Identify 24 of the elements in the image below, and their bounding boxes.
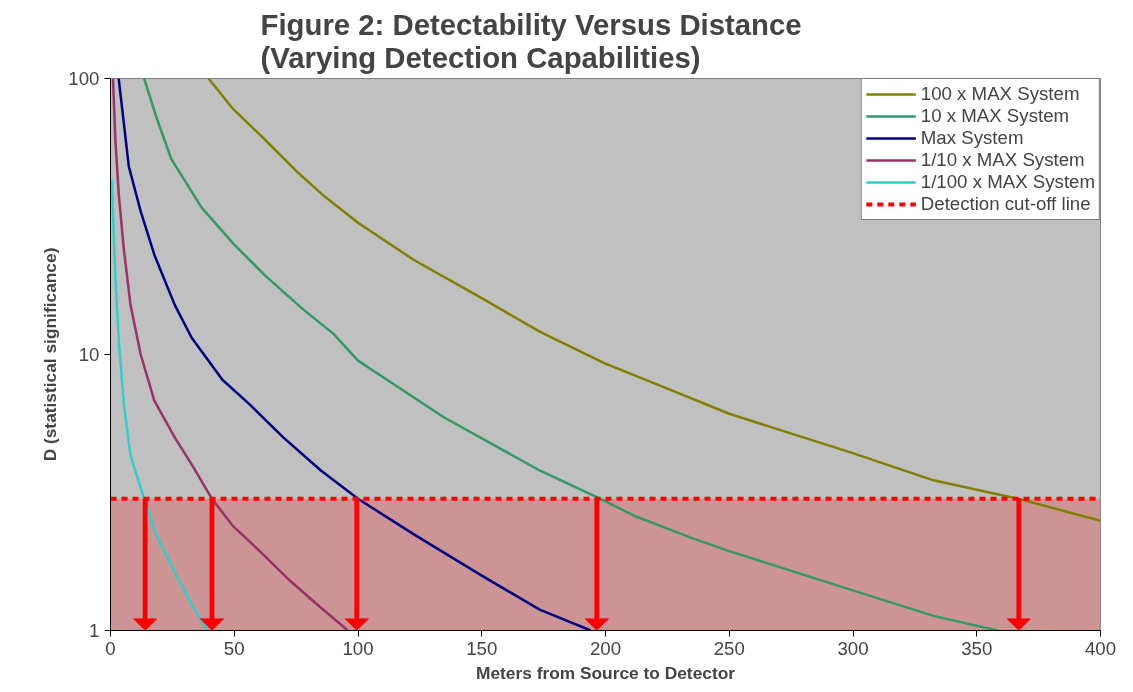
line-series: [110, 178, 209, 631]
y-tick-label: 10: [78, 344, 100, 365]
x-tick-label: 400: [1084, 637, 1117, 659]
legend-label: 10 x MAX System: [920, 105, 1070, 127]
x-tick-label: 100: [342, 637, 374, 659]
legend-label: Detection cut-off line: [920, 193, 1091, 215]
x-tick-label: 250: [713, 637, 745, 659]
x-tick-label: 0: [105, 637, 116, 659]
x-tick-label: 150: [466, 637, 498, 659]
x-tick-label: 350: [961, 637, 993, 659]
x-tick-label: 50: [223, 637, 245, 659]
x-axis-title: Meters from Source to Detector: [475, 662, 736, 683]
legend-label: Max System: [920, 127, 1024, 149]
line-series: [117, 78, 592, 631]
chart-title: Figure 2: Detectability Versus Distance (Varying Detection Capabilities): [260, 7, 802, 74]
legend-label: 1/10 x MAX System: [920, 149, 1085, 171]
legend-label: 1/100 x MAX System: [920, 171, 1095, 193]
x-tick-label: 200: [589, 637, 622, 659]
line-series: [207, 78, 1101, 522]
legend-label: 100 x MAX System: [920, 83, 1080, 105]
y-tick-label: 1: [89, 620, 100, 641]
y-axis-title: D (statistical significance): [40, 247, 61, 462]
y-tick-label: 100: [68, 68, 100, 89]
x-tick-label: 300: [837, 637, 869, 659]
